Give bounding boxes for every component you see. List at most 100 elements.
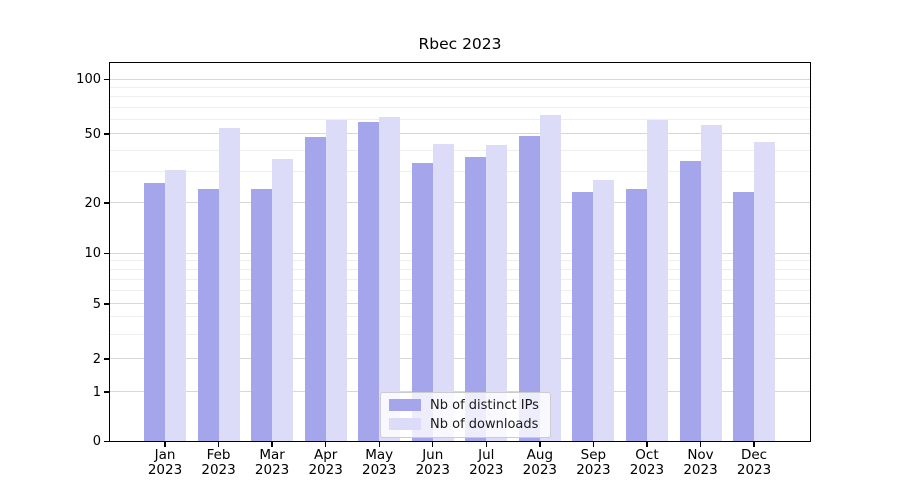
gridline-100 [110,78,810,80]
y-tick-2 [104,358,110,360]
x-tick-jun [432,442,434,447]
gridline-minor-40 [110,149,810,151]
bar-downloads-nov [700,125,722,442]
y-tick-20 [104,202,110,204]
gridline-minor-30 [110,171,810,173]
bar-downloads-mar [272,158,294,442]
x-tick-year-feb: 2023 [201,462,236,478]
y-tick-label-0: 0 [92,434,101,449]
x-tick-year-oct: 2023 [629,462,665,478]
x-tick-label-jun: Jun 2023 [403,446,463,479]
x-tick-aug [539,442,541,447]
bar-distinct_ips-feb [197,189,219,442]
bar-distinct_ips-jan [144,183,165,442]
bar-downloads-feb [218,127,240,442]
x-tick-month-may: May [365,446,394,463]
bar-downloads-sep [593,180,615,442]
x-tick-label-dec: Dec 2023 [724,446,784,479]
x-tick-year-jan: 2023 [147,462,183,478]
y-tick-0 [104,440,110,443]
x-tick-label-may: May 2023 [349,446,409,479]
bar-distinct_ips-mar [251,189,273,442]
gridline-minor-3 [110,333,810,335]
bar-downloads-jun [432,143,454,442]
x-tick-label-oct: Oct 2023 [617,446,677,479]
bar-downloads-dec [754,141,776,442]
bar-distinct_ips-oct [625,189,647,442]
y-tick-5 [104,303,110,305]
x-tick-label-feb: Feb 2023 [189,446,249,479]
x-tick-year-aug: 2023 [522,462,558,478]
gridline-minor-70 [110,106,810,108]
x-tick-label-jul: Jul 2023 [456,446,516,479]
y-tick-10 [104,252,110,255]
y-tick-label-50: 50 [84,126,101,142]
y-tick-label-2: 2 [92,351,101,367]
gridline-20 [110,202,810,203]
legend-swatch-distinct-ips [389,398,421,412]
x-tick-year-mar: 2023 [254,462,290,478]
x-tick-feb [217,442,220,447]
y-tick-label-20: 20 [84,195,101,211]
x-tick-label-apr: Apr 2023 [296,446,356,479]
legend-swatch-downloads [389,417,421,431]
x-tick-mar [271,442,273,447]
x-tick-apr [324,442,327,447]
gridline-10 [110,252,810,254]
legend: Nb of distinct IPs Nb of downloads [380,391,551,438]
y-tick-100 [104,78,110,81]
x-tick-jul [485,442,487,447]
legend-item-distinct-ips: Nb of distinct IPs [389,398,539,413]
gridline-50 [110,133,810,134]
bar-downloads-aug [539,114,561,442]
legend-label-downloads: Nb of downloads [430,416,539,432]
gridline-minor-7 [110,278,810,280]
x-tick-month-apr: Apr [313,446,338,463]
x-tick-year-jun: 2023 [415,462,450,478]
y-tick-label-10: 10 [84,246,101,261]
bar-distinct_ips-jul [465,156,487,442]
x-tick-oct [646,442,648,447]
bar-distinct_ips-apr [304,137,326,442]
y-tick-label-5: 5 [92,296,101,312]
bar-distinct_ips-nov [679,160,701,442]
x-tick-label-jan: Jan 2023 [135,446,195,479]
gridline-2 [110,358,810,359]
x-tick-year-nov: 2023 [683,462,718,478]
x-tick-month-oct: Oct [635,446,659,463]
x-tick-month-feb: Feb [206,446,231,463]
x-tick-month-jun: Jun [422,446,444,463]
x-tick-jan [164,442,166,447]
x-tick-label-mar: Mar 2023 [242,446,302,479]
x-tick-sep [592,442,595,447]
x-tick-year-may: 2023 [362,462,397,478]
plot-area: Nb of distinct IPs Nb of downloads [110,63,810,442]
x-tick-label-sep: Sep 2023 [563,446,623,479]
bar-distinct_ips-sep [572,192,594,442]
gridline-5 [110,303,810,304]
y-tick-label-100: 100 [76,72,101,87]
legend-label-distinct-ips: Nb of distinct IPs [430,397,539,413]
y-tick-label-1: 1 [92,384,101,400]
x-tick-dec [753,442,755,447]
x-tick-year-sep: 2023 [576,462,611,478]
bar-downloads-jul [486,145,508,442]
gridline-minor-4 [110,316,810,318]
gridline-minor-8 [110,268,810,270]
x-tick-month-jul: Jul [478,446,495,463]
x-tick-may [378,442,380,447]
gridline-minor-90 [110,86,810,88]
x-tick-year-dec: 2023 [736,462,772,478]
bar-distinct_ips-dec [733,192,755,442]
gridline-minor-60 [110,118,810,120]
y-tick-50 [104,133,110,135]
bar-downloads-may [379,117,401,442]
x-tick-month-sep: Sep [580,446,607,463]
x-tick-month-mar: Mar [259,446,285,463]
y-tick-1 [104,391,110,393]
x-tick-month-aug: Aug [526,446,554,463]
x-tick-month-dec: Dec [740,446,768,463]
x-tick-month-jan: Jan [154,446,176,463]
gridline-minor-6 [110,289,810,291]
